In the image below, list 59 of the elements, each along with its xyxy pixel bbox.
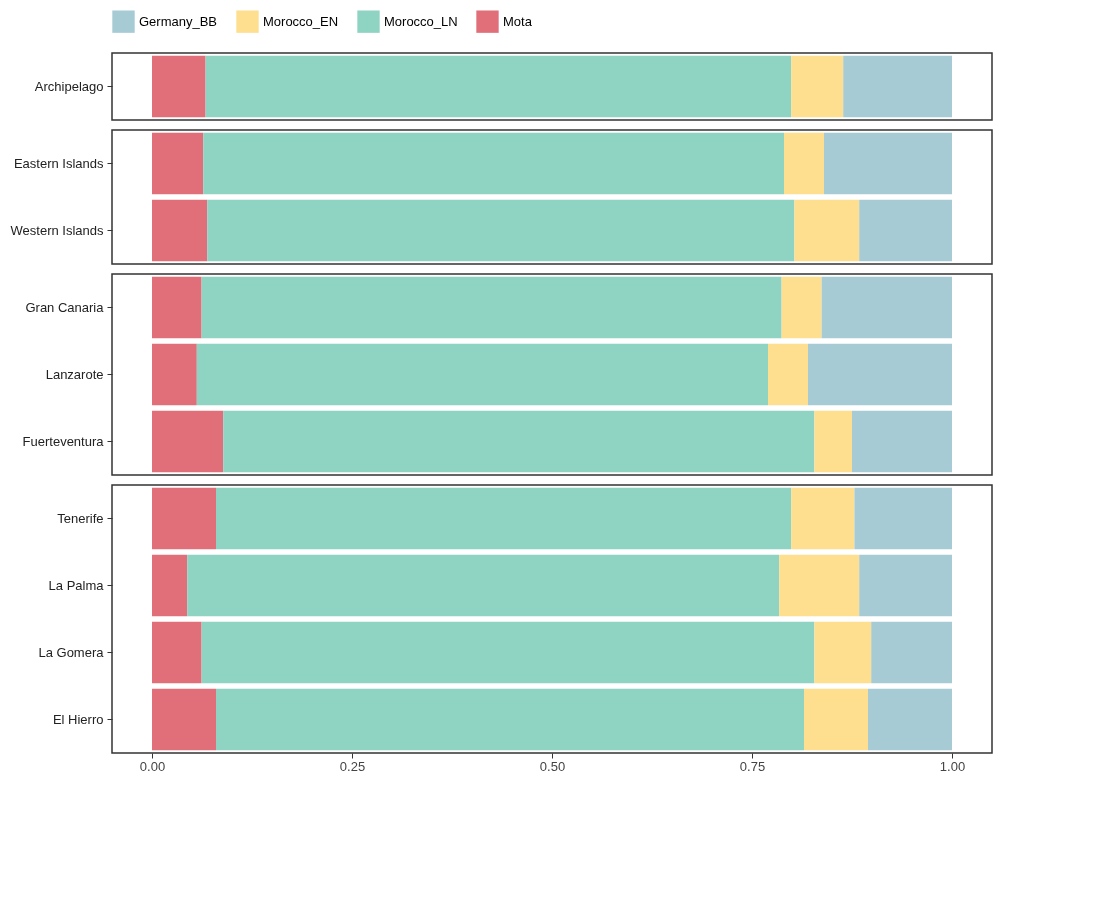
x-tick-label: 0.00 (139, 758, 166, 774)
bar (814, 410, 852, 473)
bar (152, 343, 197, 406)
y-tick-label: La Palma (48, 577, 105, 593)
bar (152, 688, 216, 751)
legend-label: Germany_BB (139, 13, 218, 29)
bar (784, 132, 824, 195)
bar (152, 132, 204, 195)
bar (859, 554, 952, 617)
y-tick-label: Western Islands (10, 222, 104, 238)
bar (201, 276, 782, 339)
bar (216, 487, 792, 550)
bar (152, 410, 224, 473)
bar (852, 410, 952, 473)
x-tick-label: 0.25 (339, 758, 366, 774)
bar (859, 199, 952, 262)
bar (794, 199, 860, 262)
x-tick-label: 1.00 (939, 758, 966, 774)
bar (824, 132, 952, 195)
bar (152, 487, 216, 550)
bar (791, 487, 855, 550)
bar (814, 621, 872, 684)
bar (223, 410, 815, 473)
bar (781, 276, 822, 339)
bar (808, 343, 952, 406)
bar (205, 55, 792, 118)
y-tick-label: Tenerife (57, 510, 104, 526)
bar (768, 343, 808, 406)
legend-label: Morocco_EN (263, 13, 339, 29)
y-tick-label: La Gomera (38, 644, 105, 660)
bar (201, 621, 815, 684)
bar (779, 554, 860, 617)
legend-label: Morocco_LN (384, 13, 458, 29)
y-tick-label: Lanzarote (45, 366, 104, 382)
y-tick-label: Archipelago (34, 78, 104, 94)
bar (152, 621, 202, 684)
bar (207, 199, 795, 262)
bar (216, 688, 804, 751)
y-tick-label: Fuerteventura (22, 433, 105, 449)
bar (791, 55, 844, 118)
bar (152, 199, 208, 262)
bar (152, 276, 202, 339)
x-tick-label: 0.50 (539, 758, 566, 774)
legend-label: Mota (503, 13, 533, 29)
bar (804, 688, 868, 751)
y-tick-label: Gran Canaria (25, 299, 105, 315)
bar (868, 688, 952, 751)
bar (854, 487, 952, 550)
bar (821, 276, 952, 339)
bar (871, 621, 952, 684)
bar (203, 132, 784, 195)
bar (196, 343, 768, 406)
bar (152, 55, 206, 118)
y-tick-label: Eastern Islands (13, 155, 104, 171)
bar (843, 55, 952, 118)
bar (152, 554, 188, 617)
bar (187, 554, 780, 617)
x-tick-label: 0.75 (739, 758, 766, 774)
y-tick-label: El Hierro (52, 711, 104, 727)
